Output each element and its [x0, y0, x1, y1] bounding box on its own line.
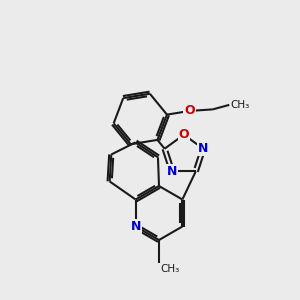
Text: N: N	[130, 220, 141, 233]
Text: CH₃: CH₃	[160, 265, 180, 275]
Text: CH₃: CH₃	[230, 100, 250, 110]
Text: N: N	[167, 165, 177, 178]
Text: O: O	[178, 128, 189, 141]
Text: O: O	[184, 104, 195, 117]
Text: N: N	[198, 142, 208, 155]
